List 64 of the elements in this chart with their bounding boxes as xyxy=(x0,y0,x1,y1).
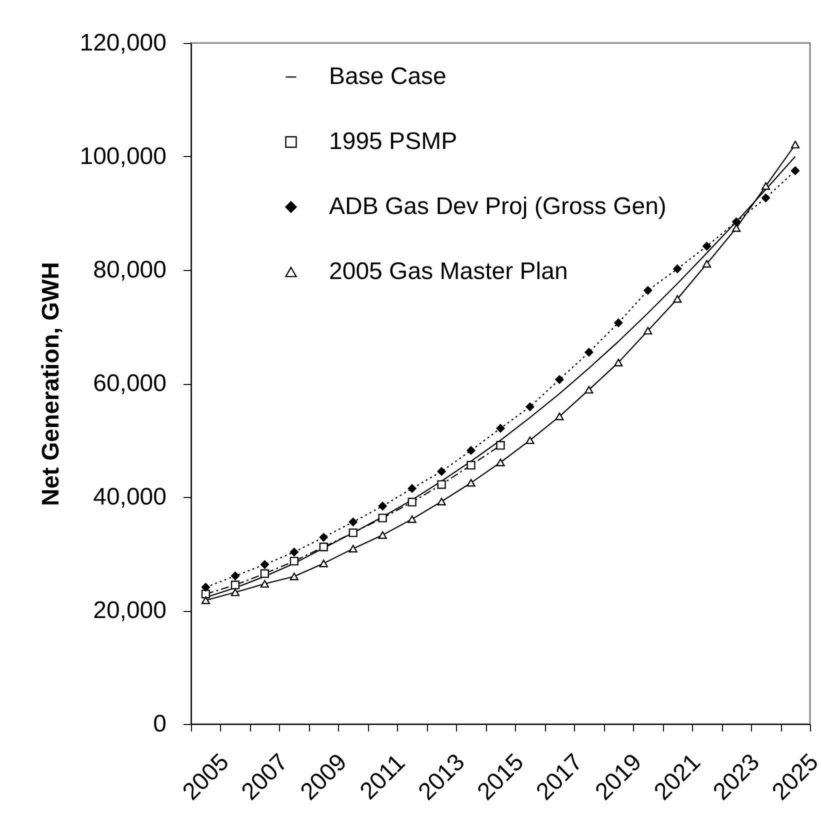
point xyxy=(319,542,328,552)
point xyxy=(290,548,298,556)
point xyxy=(496,424,505,433)
point xyxy=(319,532,328,542)
point xyxy=(378,514,387,522)
point xyxy=(348,528,358,538)
y-tick-label: 120,000 xyxy=(80,30,166,56)
point xyxy=(761,194,770,202)
point xyxy=(761,182,770,190)
legend-label: ADB Gas Dev Proj (Gross Gen) xyxy=(329,193,666,220)
point xyxy=(496,441,505,450)
y-tick-label: 0 xyxy=(153,710,166,738)
point xyxy=(614,318,623,328)
point xyxy=(437,498,446,506)
point xyxy=(260,580,269,588)
point xyxy=(673,264,682,274)
point xyxy=(614,358,623,366)
point xyxy=(201,590,210,598)
y-axis-title: Net Generation, GWH xyxy=(38,262,65,506)
point xyxy=(584,386,594,394)
y-tick-label: 60,000 xyxy=(93,370,166,397)
point xyxy=(437,467,446,476)
point xyxy=(290,556,298,566)
point xyxy=(790,166,800,175)
point xyxy=(584,348,594,357)
point xyxy=(348,518,358,526)
point xyxy=(702,260,712,268)
point xyxy=(437,480,446,489)
point xyxy=(260,569,269,578)
point xyxy=(230,580,240,590)
point xyxy=(644,326,652,335)
point xyxy=(526,436,534,444)
y-tick-label: 40,000 xyxy=(93,484,166,510)
point xyxy=(408,515,416,523)
point xyxy=(230,588,240,596)
point xyxy=(466,460,476,470)
legend-label: 2005 Gas Master Plan xyxy=(329,258,568,285)
point xyxy=(673,295,682,303)
y-tick-label: 80,000 xyxy=(93,256,166,284)
point xyxy=(230,572,240,580)
point xyxy=(378,502,387,510)
point xyxy=(348,544,358,552)
point xyxy=(526,402,534,412)
point xyxy=(260,560,269,569)
y-tick-label: 100,000 xyxy=(80,143,166,170)
point xyxy=(466,479,476,487)
point xyxy=(290,572,298,580)
point xyxy=(408,498,416,506)
legend-label: 1995 PSMP xyxy=(329,128,458,155)
point xyxy=(201,582,210,592)
point xyxy=(555,412,564,420)
point xyxy=(702,242,712,250)
y-tick-label: 20,000 xyxy=(93,597,166,624)
point xyxy=(319,560,328,568)
point xyxy=(408,484,416,493)
point xyxy=(555,375,564,384)
legend-label: Base Case xyxy=(329,63,446,90)
point xyxy=(201,596,210,604)
point xyxy=(644,286,652,295)
point xyxy=(378,531,387,539)
point xyxy=(790,140,800,148)
point xyxy=(466,446,476,455)
point xyxy=(496,458,505,466)
point xyxy=(732,224,741,232)
